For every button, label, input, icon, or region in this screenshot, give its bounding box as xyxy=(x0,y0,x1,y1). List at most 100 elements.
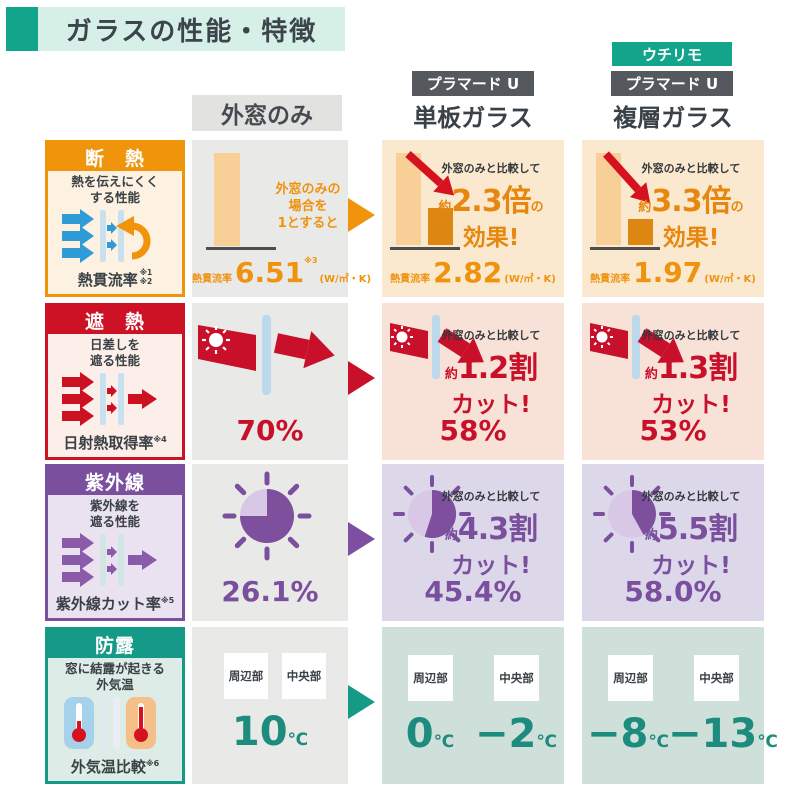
transition-arrow-insulation xyxy=(348,198,375,232)
footnote-6: ※6 xyxy=(145,759,160,768)
temp-unit: ℃ xyxy=(433,732,455,752)
uv-double-value: 58.0% xyxy=(624,575,722,608)
approx-label: 約 xyxy=(444,367,458,382)
row-uv-label-card: 紫外線 紫外線を 遮る性能 紫外線カット率※5 xyxy=(45,464,185,621)
impact-value: 1.3割 xyxy=(657,351,738,386)
uv-baseline-value: 26.1% xyxy=(221,575,319,608)
compare-note: 外窓のみと比較して xyxy=(641,162,741,175)
heat-flow-blocked-icon xyxy=(62,209,151,263)
insulation-single-cell: 外窓のみと比較して 約2.3倍の 効果! 熱貫流率 2.82 (W/㎡・K) xyxy=(382,140,564,297)
shading-single-cell: 外窓のみと比較して 約1.2割 カット! 58% xyxy=(382,303,564,460)
compare-note: 外窓のみと比較して xyxy=(441,162,541,175)
u-value-single: 2.82 xyxy=(433,256,503,289)
condensation-baseline-cell: 周辺部 中央部 10℃ xyxy=(192,627,348,784)
row-uv-desc-line2: 遮る性能 xyxy=(89,514,140,529)
improved-bar xyxy=(628,219,653,245)
row-condensation-title: 防露 xyxy=(48,630,182,658)
compare-note: 外窓のみと比較して xyxy=(641,329,741,342)
row-insulation-title: 断 熱 xyxy=(48,143,182,171)
baseline-note-line2: 場合を xyxy=(288,198,328,214)
approx-label: 約 xyxy=(644,367,658,382)
row-condensation-metric-label: 外気温比較 xyxy=(70,758,146,776)
row-condensation-desc-line1: 窓に結露が起きる xyxy=(65,661,165,676)
row-shading-desc-line2: 遮る性能 xyxy=(89,353,140,368)
condensation-double-cell: 周辺部 中央部 −8℃ −13℃ xyxy=(582,627,778,784)
approx-label: 約 xyxy=(438,200,452,215)
badge-uchirimo: ウチリモ xyxy=(612,42,732,66)
impact-word: カット! xyxy=(451,553,531,579)
thermometers-icon xyxy=(64,697,156,749)
baseline-bar xyxy=(214,153,240,246)
sun-pie-icon xyxy=(393,475,471,553)
bar-baseline-line xyxy=(390,247,460,250)
transition-arrow-condensation xyxy=(348,685,375,719)
row-insulation-label-card: 断 熱 熱を伝えにくく する性能 熱貫流率 ※1 ※2 xyxy=(45,140,185,297)
footnote-2: ※2 xyxy=(139,276,153,286)
impact-suffix: の xyxy=(530,200,544,215)
row-condensation-desc-line2: 外気温 xyxy=(96,677,134,692)
sun-pie-icon xyxy=(593,475,671,553)
temp-unit: ℃ xyxy=(287,730,309,750)
row-insulation-desc-line2: する性能 xyxy=(89,190,140,205)
drop-arrow-icon xyxy=(405,151,455,196)
zone-center-label: 中央部 xyxy=(494,655,539,701)
impact-value: 4.3割 xyxy=(457,512,538,547)
approx-label: 約 xyxy=(644,528,658,543)
impact-word: 効果! xyxy=(462,225,520,251)
sun-through-glass-icon xyxy=(590,315,684,379)
u-value-double: 1.97 xyxy=(633,256,703,289)
zone-edge-label: 周辺部 xyxy=(608,655,653,701)
u-value-unit: (W/㎡・K) xyxy=(319,274,372,285)
zone-center-label: 中央部 xyxy=(282,653,326,699)
impact-value: 3.3倍 xyxy=(651,184,731,219)
temp-edge-double: −8 xyxy=(587,711,649,757)
insulation-baseline-cell: 外窓のみの 場合を 1とすると 熱貫流率 6.51※3(W/㎡・K) xyxy=(192,140,371,297)
bar-baseline-line xyxy=(590,247,660,250)
row-shading-desc-line1: 日差しを xyxy=(89,337,140,352)
drop-arrow-icon xyxy=(603,151,651,204)
row-insulation-metric-label: 熱貫流率 xyxy=(77,271,138,289)
temp-unit: ℃ xyxy=(536,732,557,752)
temp-edge-single: 0 xyxy=(405,711,434,757)
impact-suffix: の xyxy=(730,200,744,215)
footnote-1: ※1 xyxy=(139,268,153,277)
temp-baseline: 10 xyxy=(231,709,288,755)
uv-double-cell: 外窓のみと比較して 約5.5割 カット! 58.0% xyxy=(582,464,764,621)
badge-plamade-u-single: プラマード U xyxy=(412,71,534,96)
u-value-label: 熱貫流率 xyxy=(192,274,232,285)
footnote-5: ※5 xyxy=(160,596,175,605)
shading-baseline-cell: 70% xyxy=(192,303,348,460)
approx-label: 約 xyxy=(638,200,652,215)
u-value-baseline: 6.51 xyxy=(235,256,305,289)
transition-arrow-shading xyxy=(348,361,375,395)
impact-value: 5.5割 xyxy=(657,512,738,547)
badge-plamade-u-double: プラマード U xyxy=(611,71,733,96)
temp-center-single: −2 xyxy=(475,711,537,757)
page-title-text: ガラスの性能・特徴 xyxy=(65,16,318,47)
compare-note: 外窓のみと比較して xyxy=(441,329,541,342)
row-uv-metric-label: 紫外線カット率 xyxy=(55,595,161,613)
row-shading-title: 遮 熱 xyxy=(48,306,182,334)
impact-value: 2.3倍 xyxy=(451,184,531,219)
column-header-baseline: 外窓のみ xyxy=(192,95,342,131)
approx-label: 約 xyxy=(444,528,458,543)
zone-edge-label: 周辺部 xyxy=(224,653,268,699)
title-accent-block xyxy=(6,7,38,51)
impact-word: カット! xyxy=(651,392,731,418)
compare-note: 外窓のみと比較して xyxy=(641,490,741,503)
sun-pie-icon xyxy=(222,471,312,561)
row-condensation-label-card: 防露 窓に結露が起きる 外気温 外気温比較※6 xyxy=(45,627,185,784)
row-shading-metric-label: 日射熱取得率 xyxy=(63,434,154,452)
page-title: ガラスの性能・特徴 xyxy=(38,7,345,51)
transition-arrow-uv xyxy=(348,522,375,556)
improved-bar xyxy=(428,208,453,245)
bar-baseline-line xyxy=(206,247,276,250)
impact-word: カット! xyxy=(651,553,731,579)
row-shading-label-card: 遮 熱 日差しを 遮る性能 日射熱取得率※4 xyxy=(45,303,185,460)
temp-unit: ℃ xyxy=(757,732,778,752)
compare-note: 外窓のみと比較して xyxy=(441,490,541,503)
zone-center-label: 中央部 xyxy=(694,655,739,701)
baseline-bar xyxy=(396,153,421,245)
impact-value: 1.2割 xyxy=(457,351,538,386)
